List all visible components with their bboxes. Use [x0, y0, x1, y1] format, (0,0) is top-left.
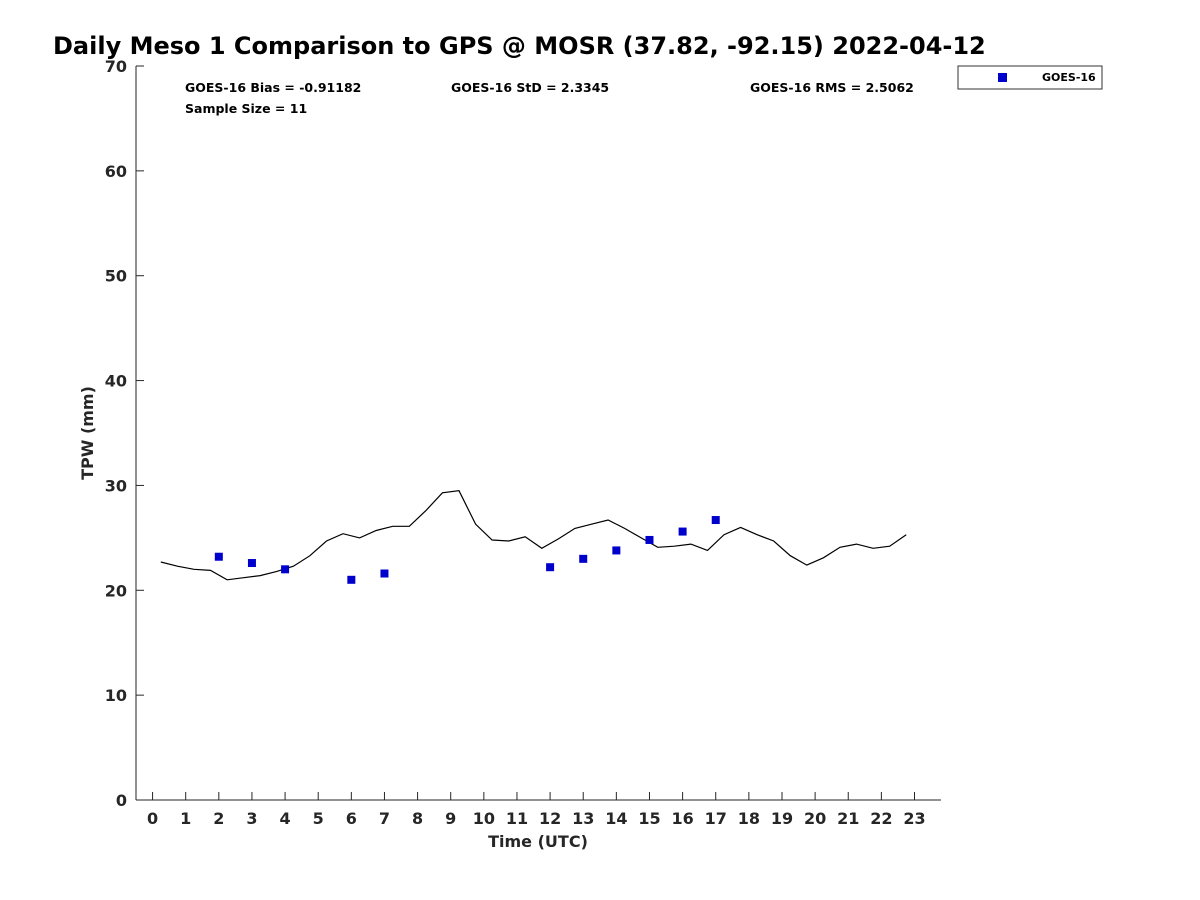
stat-std: GOES-16 StD = 2.3345 — [451, 80, 609, 95]
x-tick-label: 4 — [280, 809, 291, 828]
x-tick-label: 18 — [738, 809, 760, 828]
x-tick-label: 1 — [180, 809, 191, 828]
x-tick-label: 14 — [605, 809, 627, 828]
x-tick-label: 11 — [506, 809, 528, 828]
y-tick-label: 30 — [105, 476, 127, 495]
goes16-points — [214, 516, 720, 584]
goes16-point — [546, 563, 555, 572]
gps-line — [160, 490, 907, 581]
legend-box — [957, 65, 1103, 90]
goes16-point — [347, 575, 356, 584]
x-tick-label: 16 — [671, 809, 693, 828]
x-tick-label: 19 — [771, 809, 793, 828]
x-tick-label: 6 — [346, 809, 357, 828]
y-tick-label: 70 — [105, 57, 127, 76]
goes16-point — [579, 554, 588, 563]
x-axis-label: Time (UTC) — [488, 832, 588, 851]
x-tick-label: 12 — [539, 809, 561, 828]
goes16-point — [678, 527, 687, 536]
goes16-point — [380, 569, 389, 578]
x-tick-label: 22 — [870, 809, 892, 828]
stat-bias: GOES-16 Bias = -0.91182 — [185, 80, 361, 95]
goes16-point — [214, 552, 223, 561]
goes16-point — [247, 559, 256, 568]
goes16-point — [281, 565, 290, 574]
goes16-point — [645, 535, 654, 544]
x-tick-label: 3 — [246, 809, 257, 828]
legend-label: GOES-16 — [1042, 71, 1096, 84]
y-tick-label: 60 — [105, 162, 127, 181]
x-tick-label: 0 — [147, 809, 158, 828]
legend-marker — [998, 73, 1007, 82]
y-tick-label: 40 — [105, 372, 127, 391]
x-tick-label: 10 — [473, 809, 495, 828]
x-axis-ticks: 0 1 2 3 4 5 6 7 8 9 10 11 12 13 14 15 16 17 18 19 20 21 22 23 — [147, 792, 926, 828]
y-tick-label: 10 — [105, 686, 127, 705]
stat-rms: GOES-16 RMS = 2.5062 — [750, 80, 914, 95]
x-tick-label: 17 — [705, 809, 727, 828]
axes — [135, 66, 941, 801]
x-tick-label: 9 — [445, 809, 456, 828]
x-tick-label: 21 — [837, 809, 859, 828]
x-tick-label: 15 — [638, 809, 660, 828]
y-tick-label: 20 — [105, 581, 127, 600]
y-tick-label: 0 — [116, 791, 127, 810]
x-tick-label: 8 — [412, 809, 423, 828]
x-tick-label: 13 — [572, 809, 594, 828]
goes16-point — [612, 546, 621, 555]
y-axis-label: TPW (mm) — [78, 386, 97, 480]
x-tick-label: 2 — [213, 809, 224, 828]
y-axis-ticks: 0 10 20 30 40 50 60 70 — [105, 57, 144, 810]
x-tick-label: 20 — [804, 809, 826, 828]
x-tick-label: 5 — [313, 809, 324, 828]
chart-title: Daily Meso 1 Comparison to GPS @ MOSR (3… — [53, 32, 986, 60]
x-tick-label: 23 — [903, 809, 925, 828]
y-tick-label: 50 — [105, 267, 127, 286]
x-tick-label: 7 — [379, 809, 390, 828]
legend: GOES-16 — [957, 65, 1103, 90]
goes16-point — [711, 516, 720, 525]
stat-sample-size: Sample Size = 11 — [185, 101, 307, 116]
